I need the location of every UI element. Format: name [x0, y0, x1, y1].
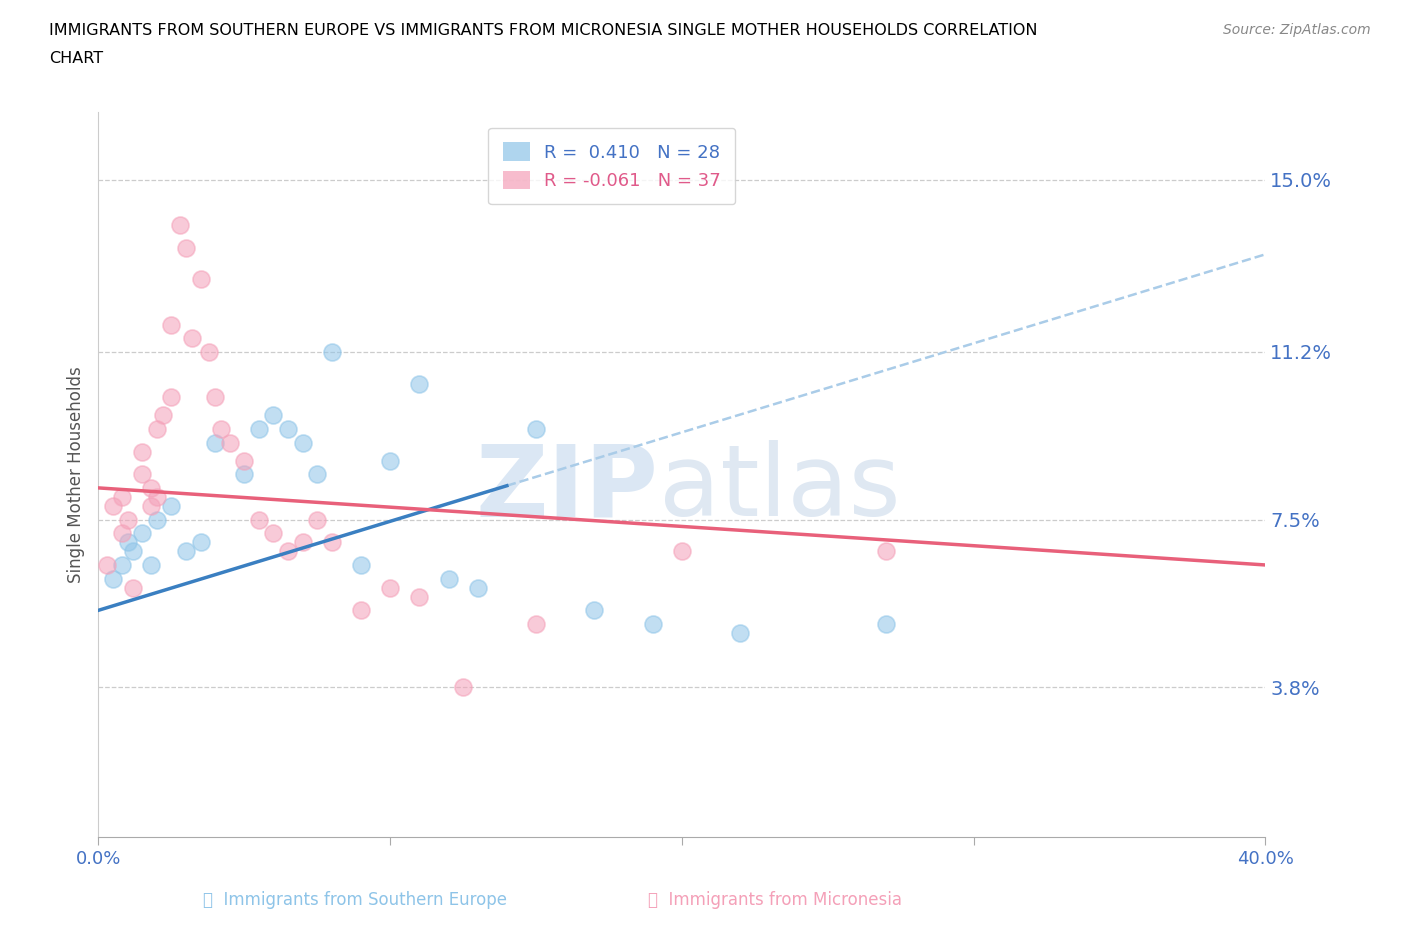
- Point: [350, 558, 373, 573]
- Y-axis label: Single Mother Households: Single Mother Households: [66, 365, 84, 583]
- Text: ⬜  Immigrants from Micronesia: ⬜ Immigrants from Micronesia: [648, 891, 903, 910]
- Point: [263, 408, 285, 423]
- Point: [380, 580, 402, 595]
- Point: [218, 435, 240, 450]
- Point: [146, 512, 169, 527]
- Point: [101, 571, 124, 586]
- Point: [160, 317, 183, 332]
- Point: [321, 535, 343, 550]
- Point: [524, 421, 547, 436]
- Point: [233, 453, 256, 468]
- Point: [291, 535, 314, 550]
- Point: [146, 489, 169, 504]
- Text: ZIP: ZIP: [475, 440, 658, 538]
- Point: [247, 421, 270, 436]
- Point: [307, 467, 329, 482]
- Point: [101, 498, 124, 513]
- Point: [277, 544, 299, 559]
- Point: [350, 603, 373, 618]
- Legend: R =  0.410   N = 28, R = -0.061   N = 37: R = 0.410 N = 28, R = -0.061 N = 37: [488, 128, 735, 205]
- Point: [174, 544, 197, 559]
- Point: [583, 603, 606, 618]
- Point: [174, 240, 197, 255]
- Point: [169, 218, 191, 232]
- Point: [111, 558, 134, 573]
- Point: [291, 435, 314, 450]
- Text: IMMIGRANTS FROM SOUTHERN EUROPE VS IMMIGRANTS FROM MICRONESIA SINGLE MOTHER HOUS: IMMIGRANTS FROM SOUTHERN EUROPE VS IMMIG…: [49, 23, 1038, 38]
- Point: [131, 445, 153, 459]
- Point: [408, 377, 430, 392]
- Point: [321, 344, 343, 359]
- Point: [875, 544, 897, 559]
- Point: [204, 435, 226, 450]
- Point: [117, 512, 139, 527]
- Point: [671, 544, 693, 559]
- Point: [139, 498, 162, 513]
- Text: Source: ZipAtlas.com: Source: ZipAtlas.com: [1223, 23, 1371, 37]
- Point: [139, 481, 162, 496]
- Point: [131, 525, 153, 540]
- Point: [408, 590, 430, 604]
- Point: [96, 558, 118, 573]
- Point: [307, 512, 329, 527]
- Point: [180, 331, 202, 346]
- Point: [190, 272, 212, 286]
- Point: [380, 453, 402, 468]
- Point: [277, 421, 299, 436]
- Point: [641, 617, 664, 631]
- Point: [467, 580, 489, 595]
- Point: [160, 498, 183, 513]
- Point: [233, 467, 256, 482]
- Point: [152, 408, 174, 423]
- Point: [139, 558, 162, 573]
- Point: [875, 617, 897, 631]
- Point: [247, 512, 270, 527]
- Point: [524, 617, 547, 631]
- Text: ⬜  Immigrants from Southern Europe: ⬜ Immigrants from Southern Europe: [202, 891, 508, 910]
- Point: [263, 525, 285, 540]
- Point: [146, 421, 169, 436]
- Point: [198, 344, 221, 359]
- Text: CHART: CHART: [49, 51, 103, 66]
- Point: [122, 580, 145, 595]
- Point: [730, 626, 752, 641]
- Point: [437, 571, 460, 586]
- Point: [209, 421, 232, 436]
- Text: atlas: atlas: [658, 440, 900, 538]
- Point: [451, 680, 474, 695]
- Point: [111, 489, 134, 504]
- Point: [190, 535, 212, 550]
- Point: [122, 544, 145, 559]
- Point: [111, 525, 134, 540]
- Point: [131, 467, 153, 482]
- Point: [204, 390, 226, 405]
- Point: [160, 390, 183, 405]
- Point: [117, 535, 139, 550]
